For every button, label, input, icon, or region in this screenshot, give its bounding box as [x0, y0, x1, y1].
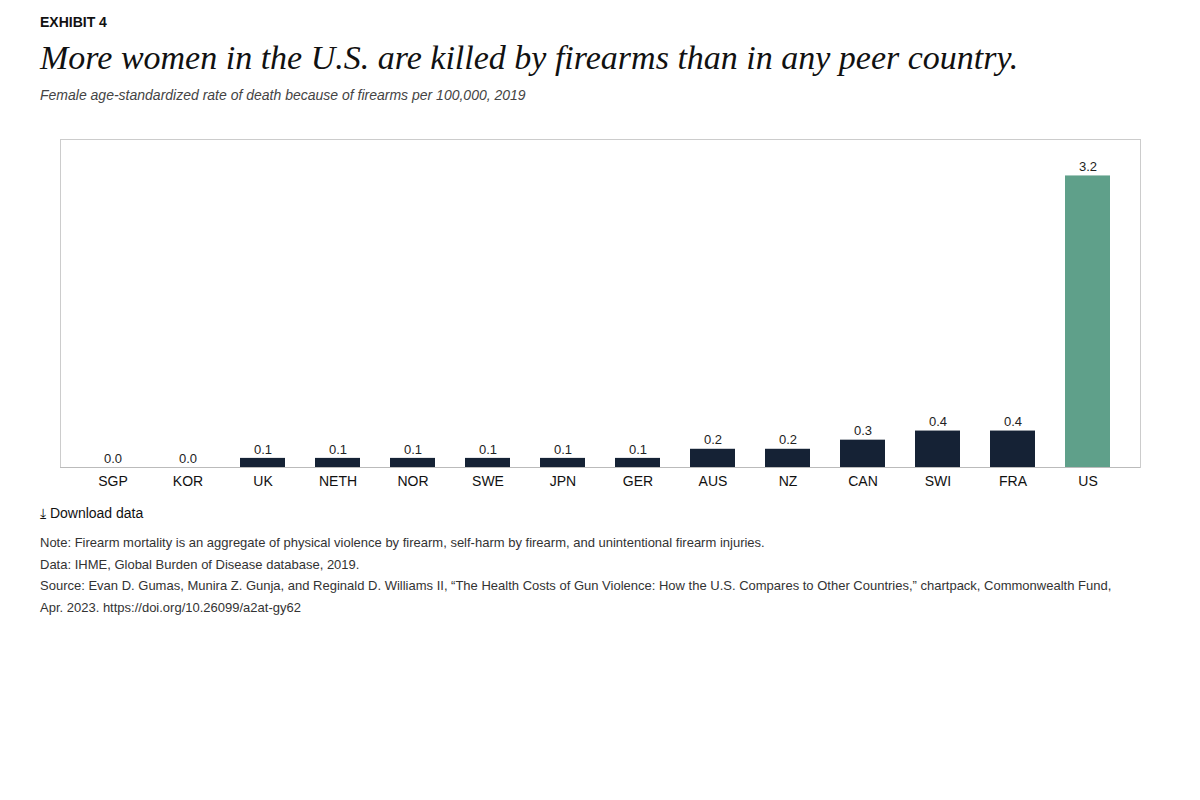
svg-text:0.2: 0.2 [779, 433, 797, 448]
svg-text:NZ: NZ [779, 474, 798, 490]
svg-text:NOR: NOR [397, 474, 428, 490]
svg-text:0.1: 0.1 [479, 442, 497, 457]
svg-text:SWI: SWI [925, 474, 951, 490]
svg-text:AUS: AUS [699, 474, 728, 490]
svg-text:KOR: KOR [173, 474, 203, 490]
html-text:Note: Firearm mortality is an: Note: Firearm mortality is an aggregate … [40, 535, 765, 551]
svg-text:0.1: 0.1 [254, 442, 272, 457]
svg-text:0.4: 0.4 [1004, 414, 1022, 429]
svg-text:0.0: 0.0 [104, 451, 122, 466]
svg-text:UK: UK [253, 474, 273, 490]
html-text:Data: IHME, Global Burden of D: Data: IHME, Global Burden of Disease dat… [40, 556, 360, 572]
svg-text:GER: GER [623, 474, 653, 490]
html-text:⤓ Download data: ⤓ Download data [40, 505, 144, 522]
svg-text:0.1: 0.1 [329, 442, 347, 457]
svg-text:JPN: JPN [550, 474, 576, 490]
svg-text:0.3: 0.3 [854, 423, 872, 438]
svg-text:0.1: 0.1 [629, 442, 647, 457]
html-text:Source: Evan D. Gumas, Munira: Source: Evan D. Gumas, Munira Z. Gunja, … [40, 578, 1112, 594]
svg-text:US: US [1078, 474, 1097, 490]
html-text:More women in the U.S. are kil: More women in the U.S. are killed by fir… [40, 39, 1019, 76]
svg-text:SWE: SWE [472, 474, 504, 490]
svg-text:0.2: 0.2 [704, 433, 722, 448]
svg-text:0.1: 0.1 [554, 442, 572, 457]
svg-text:CAN: CAN [848, 474, 878, 490]
svg-text:0.1: 0.1 [404, 442, 422, 457]
svg-text:0.4: 0.4 [929, 414, 947, 429]
svg-text:0.0: 0.0 [179, 451, 197, 466]
html-text:Apr. 2023. https://doi.org/10.: Apr. 2023. https://doi.org/10.26099/a2at… [40, 599, 301, 615]
svg-text:3.2: 3.2 [1079, 159, 1097, 174]
svg-text:FRA: FRA [999, 474, 1028, 490]
svg-text:NETH: NETH [319, 474, 357, 490]
html-text:EXHIBIT 4: EXHIBIT 4 [40, 14, 107, 30]
svg-text:SGP: SGP [98, 474, 128, 490]
html-text:Female age-standardized rate o: Female age-standardized rate of death be… [40, 87, 526, 104]
